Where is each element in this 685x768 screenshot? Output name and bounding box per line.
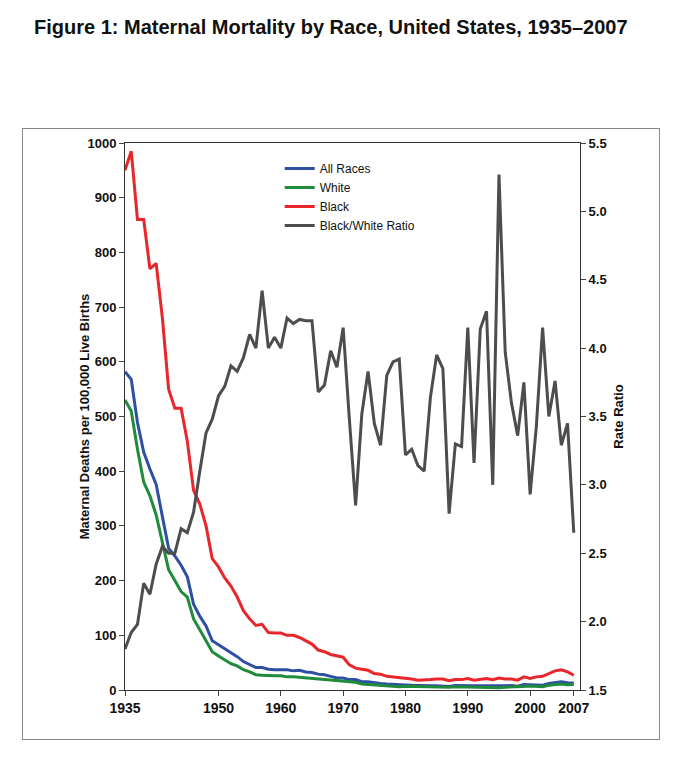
svg-text:Rate Ratio: Rate Ratio [611, 384, 626, 448]
svg-text:800: 800 [95, 245, 117, 260]
svg-text:4.0: 4.0 [589, 341, 607, 356]
svg-text:1000: 1000 [87, 136, 116, 151]
svg-text:2007: 2007 [558, 700, 589, 716]
svg-text:1935: 1935 [109, 700, 140, 716]
svg-text:1950: 1950 [203, 700, 234, 716]
svg-text:0: 0 [109, 683, 116, 698]
svg-text:2.0: 2.0 [589, 614, 607, 629]
svg-text:3.0: 3.0 [589, 477, 607, 492]
svg-text:900: 900 [95, 190, 117, 205]
html-text:Figure 1: Maternal Mortality b: Figure 1: Maternal Mortality by Race, Un… [34, 16, 628, 38]
svg-text:4.5: 4.5 [589, 272, 607, 287]
svg-text:Maternal Deaths per 100,000 Li: Maternal Deaths per 100,000 Live Births [77, 294, 92, 540]
svg-text:All Races: All Races [320, 162, 371, 176]
svg-text:300: 300 [95, 518, 117, 533]
svg-text:Black/White Ratio: Black/White Ratio [320, 219, 415, 233]
svg-text:1960: 1960 [265, 700, 296, 716]
svg-text:1.5: 1.5 [589, 683, 607, 698]
svg-text:200: 200 [95, 573, 117, 588]
svg-text:400: 400 [95, 464, 117, 479]
svg-text:5.0: 5.0 [589, 204, 607, 219]
svg-text:100: 100 [95, 628, 117, 643]
svg-text:White: White [320, 181, 351, 195]
svg-text:2.5: 2.5 [589, 546, 607, 561]
svg-text:1990: 1990 [452, 700, 483, 716]
svg-text:1970: 1970 [328, 700, 359, 716]
svg-text:2000: 2000 [515, 700, 546, 716]
svg-text:1980: 1980 [390, 700, 421, 716]
svg-text:700: 700 [95, 300, 117, 315]
svg-text:5.5: 5.5 [589, 136, 607, 151]
svg-text:600: 600 [95, 354, 117, 369]
svg-text:500: 500 [95, 409, 117, 424]
svg-text:Black: Black [320, 200, 350, 214]
svg-text:3.5: 3.5 [589, 409, 607, 424]
